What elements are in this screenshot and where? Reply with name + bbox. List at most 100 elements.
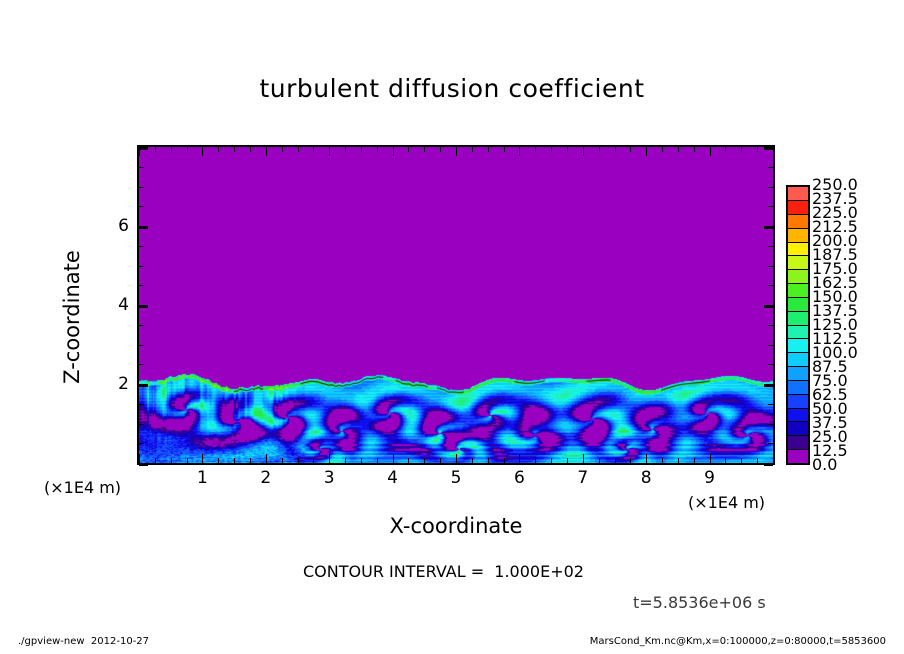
y-minor-tick (139, 266, 144, 267)
x-minor-tick (694, 147, 695, 152)
x-axis-unit-label: (×1E4 m) (688, 493, 766, 512)
x-minor-tick (757, 458, 758, 463)
x-minor-tick (678, 147, 679, 152)
colorbar (786, 185, 810, 465)
x-minor-tick (234, 147, 235, 152)
x-tick-label: 4 (387, 468, 398, 488)
x-minor-tick (567, 458, 568, 463)
colorbar-band (788, 436, 808, 451)
x-major-tick (202, 454, 203, 463)
y-minor-tick (768, 206, 773, 207)
x-major-tick (583, 147, 584, 156)
y-major-tick (139, 226, 148, 229)
colorbar-band (788, 339, 808, 354)
colorbar-tick-label: 175.0 (812, 259, 858, 278)
x-minor-tick (155, 147, 156, 152)
colorbar-tick-label: 112.5 (812, 329, 858, 348)
colorbar-tick-label: 50.0 (812, 399, 848, 418)
y-tick-label: 4 (118, 295, 129, 315)
colorbar-band (788, 422, 808, 437)
y-major-tick (764, 226, 773, 229)
y-major-tick (139, 384, 148, 387)
y-major-tick (139, 463, 148, 466)
x-minor-tick (662, 458, 663, 463)
x-minor-tick (250, 147, 251, 152)
colorbar-tick-label: 0.0 (812, 455, 838, 474)
y-major-tick (764, 384, 773, 387)
x-minor-tick (488, 147, 489, 152)
page-title: turbulent diffusion coefficient (259, 74, 645, 103)
x-minor-tick (504, 147, 505, 152)
x-minor-tick (408, 147, 409, 152)
x-tick-label: 3 (323, 468, 335, 488)
x-minor-tick (377, 458, 378, 463)
colorbar-tick-label: 62.5 (812, 385, 848, 404)
x-minor-tick (662, 147, 663, 152)
y-minor-tick (139, 187, 144, 188)
colorbar-tick-label: 212.5 (812, 217, 858, 236)
x-major-tick (393, 147, 394, 156)
x-minor-tick (187, 147, 188, 152)
x-minor-tick (615, 147, 616, 152)
x-minor-tick (757, 147, 758, 152)
x-minor-tick (424, 458, 425, 463)
x-major-tick (710, 454, 711, 463)
colorbar-band (788, 367, 808, 381)
x-major-tick (329, 454, 330, 463)
x-minor-tick (630, 147, 631, 152)
y-minor-tick (139, 443, 144, 444)
colorbar-band (788, 450, 808, 463)
x-tick-label: 9 (704, 468, 715, 488)
x-major-tick (456, 454, 457, 463)
footer-command-text: ./gpview-new 2012-10-27 (18, 636, 150, 647)
y-major-tick (764, 147, 773, 150)
y-tick-label: 6 (118, 216, 129, 236)
x-tick-label: 1 (196, 468, 208, 488)
x-minor-tick (615, 458, 616, 463)
y-minor-tick (768, 325, 773, 326)
colorbar-tick-label: 12.5 (812, 441, 848, 460)
colorbar-band (788, 394, 808, 409)
x-minor-tick (472, 458, 473, 463)
x-major-tick (266, 454, 267, 463)
x-major-tick (266, 147, 267, 156)
x-major-tick (646, 147, 647, 156)
plot-area (137, 145, 775, 465)
y-minor-tick (768, 364, 773, 365)
x-tick-label: 2 (260, 468, 272, 488)
x-minor-tick (694, 458, 695, 463)
colorbar-tick-label: 100.0 (812, 343, 858, 362)
y-minor-tick (139, 424, 144, 425)
y-major-tick (764, 305, 773, 308)
y-minor-tick (139, 345, 144, 346)
y-minor-tick (768, 443, 773, 444)
x-minor-tick (678, 458, 679, 463)
y-minor-tick (768, 285, 773, 286)
x-minor-tick (171, 458, 172, 463)
y-minor-tick (768, 266, 773, 267)
colorbar-band (788, 228, 808, 243)
x-major-tick (139, 454, 140, 463)
x-minor-tick (361, 147, 362, 152)
x-minor-tick (725, 458, 726, 463)
x-tick-label: 7 (577, 468, 589, 488)
colorbar-tick-label: 25.0 (812, 427, 848, 446)
colorbar-band (788, 214, 808, 229)
y-minor-tick (768, 246, 773, 247)
x-minor-tick (630, 458, 631, 463)
x-minor-tick (298, 147, 299, 152)
x-major-tick (773, 454, 774, 463)
x-major-tick (393, 454, 394, 463)
y-minor-tick (768, 167, 773, 168)
x-minor-tick (282, 147, 283, 152)
colorbar-tick-labels: 250.0 237.5 225.0 212.5 200.0 187.5 175.0 162.5… (812, 177, 902, 473)
x-minor-tick (488, 458, 489, 463)
colorbar-tick-label: 87.5 (812, 357, 848, 376)
y-minor-tick (139, 246, 144, 247)
contour-interval-text: CONTOUR INTERVAL = 1.000E+02 (303, 562, 584, 581)
x-major-tick (329, 147, 330, 156)
colorbar-band (788, 256, 808, 271)
heatmap-field (139, 147, 773, 463)
x-minor-tick (599, 147, 600, 152)
